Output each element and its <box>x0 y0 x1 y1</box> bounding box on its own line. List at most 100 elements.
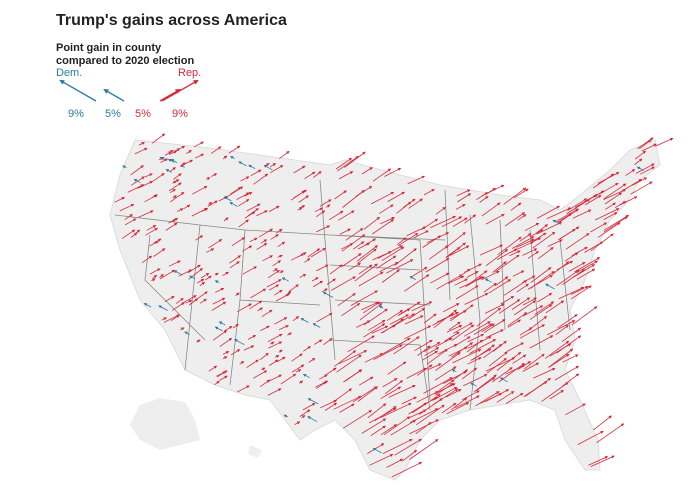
county-arrow <box>384 167 402 177</box>
county-arrow <box>266 279 282 288</box>
county-arrow <box>358 376 374 386</box>
county-arrow <box>511 297 531 310</box>
county-arrow <box>133 178 141 184</box>
county-arrow <box>301 415 306 419</box>
county-arrow <box>321 288 328 293</box>
county-arrow <box>434 337 453 348</box>
county-arrow <box>450 304 474 322</box>
county-arrow <box>259 352 269 361</box>
county-arrow <box>338 171 354 180</box>
county-arrow <box>316 312 333 323</box>
county-arrow <box>517 214 527 221</box>
county-arrow <box>369 454 394 466</box>
county-arrow <box>549 389 564 400</box>
county-arrow <box>300 318 309 323</box>
county-arrow <box>160 158 169 163</box>
county-arrow <box>448 346 468 357</box>
county-arrow <box>634 158 643 166</box>
county-arrow <box>590 222 608 233</box>
county-arrow <box>184 331 190 335</box>
county-arrow <box>324 402 338 411</box>
county-arrow <box>548 353 570 368</box>
county-arrow <box>498 299 521 314</box>
county-arrow <box>484 303 505 314</box>
county-arrow <box>179 159 193 167</box>
county-arrow <box>222 356 228 360</box>
county-arrow <box>261 367 266 371</box>
county-arrow <box>463 374 488 387</box>
county-arrow <box>161 317 167 321</box>
county-arrow <box>481 202 501 217</box>
county-arrow <box>603 216 628 233</box>
county-arrow <box>212 330 228 341</box>
county-arrow <box>503 280 528 296</box>
county-arrow <box>175 297 184 304</box>
county-arrow <box>332 388 353 403</box>
county-arrow <box>275 293 290 302</box>
county-arrow <box>434 366 457 381</box>
county-arrow <box>494 254 520 273</box>
county-arrow <box>279 270 284 274</box>
county-arrow <box>444 331 460 342</box>
county-arrow <box>295 369 302 373</box>
county-arrow <box>445 245 470 258</box>
county-arrow <box>559 226 580 240</box>
county-arrow <box>592 173 615 189</box>
county-arrow <box>467 336 492 349</box>
county-arrow <box>121 229 136 239</box>
county-arrow <box>562 354 579 363</box>
county-arrow <box>469 339 497 354</box>
county-arrow <box>269 165 284 174</box>
county-arrow <box>430 272 450 284</box>
county-arrow <box>152 274 158 279</box>
county-arrow <box>350 290 378 306</box>
county-arrow <box>363 323 386 338</box>
county-arrow <box>182 295 197 304</box>
county-arrow <box>269 162 277 168</box>
county-arrow <box>441 216 463 227</box>
county-arrow <box>196 339 201 343</box>
county-arrow <box>576 268 596 280</box>
county-arrow <box>525 377 552 397</box>
county-arrow <box>393 336 420 355</box>
county-arrow <box>222 155 228 160</box>
county-arrow <box>171 302 185 311</box>
county-arrow <box>259 379 271 388</box>
county-arrow <box>497 236 522 256</box>
county-arrow <box>353 241 365 250</box>
county-arrow <box>185 299 193 304</box>
county-arrow <box>565 403 586 416</box>
county-arrow <box>432 386 458 401</box>
county-arrow <box>529 304 553 320</box>
county-arrow <box>219 375 228 381</box>
county-arrow <box>603 214 630 231</box>
county-arrow <box>505 392 524 404</box>
county-arrow <box>277 356 286 363</box>
county-arrow <box>124 214 133 220</box>
county-arrow <box>576 260 598 274</box>
county-arrow <box>382 438 413 454</box>
county-arrow <box>159 274 164 278</box>
county-arrow <box>164 295 175 302</box>
county-arrow <box>390 313 415 328</box>
county-arrow <box>337 155 359 172</box>
county-arrow <box>357 248 377 264</box>
county-arrow <box>237 303 252 313</box>
county-arrow <box>339 228 351 235</box>
county-arrow <box>345 228 364 241</box>
county-arrow <box>343 369 362 383</box>
county-arrow <box>207 200 218 207</box>
county-arrow <box>519 327 533 336</box>
county-arrow <box>180 327 185 331</box>
county-arrow <box>315 380 329 388</box>
county-arrow <box>268 205 280 212</box>
county-arrow <box>253 370 268 379</box>
county-arrow <box>256 243 268 251</box>
county-arrow <box>417 345 431 356</box>
county-arrow <box>275 355 280 359</box>
county-arrow <box>470 382 477 387</box>
county-arrow <box>455 285 479 300</box>
county-arrow <box>381 269 400 283</box>
county-arrow <box>298 195 309 203</box>
